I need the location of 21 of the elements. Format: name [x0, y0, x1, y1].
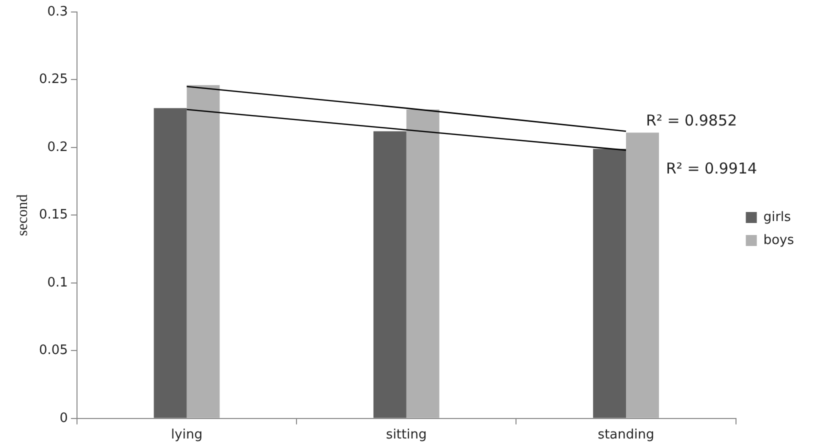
legend-label: boys	[763, 232, 794, 248]
bar	[406, 110, 440, 418]
y-tick-label: 0.3	[47, 4, 68, 20]
y-axis-title: second	[14, 194, 31, 236]
x-tick-label: sitting	[386, 428, 427, 443]
y-tick-label: 0.15	[38, 208, 68, 223]
annotation: R² = 0.9914	[666, 160, 758, 178]
y-tick-label: 0.2	[47, 140, 68, 155]
bar	[626, 132, 659, 418]
y-tick-label: 0	[60, 410, 68, 426]
x-tick-label: lying	[171, 428, 202, 443]
bar	[154, 108, 187, 418]
y-tick-label: 0.1	[47, 275, 68, 290]
y-tick-label: 0.25	[38, 72, 68, 88]
bar	[186, 85, 220, 418]
y-tick-label: 0.05	[38, 343, 68, 358]
bar	[593, 148, 626, 418]
bar	[373, 131, 406, 418]
legend-label: girls	[763, 210, 792, 225]
annotation: R² = 0.9852	[646, 112, 738, 130]
x-tick-label: standing	[598, 428, 654, 443]
